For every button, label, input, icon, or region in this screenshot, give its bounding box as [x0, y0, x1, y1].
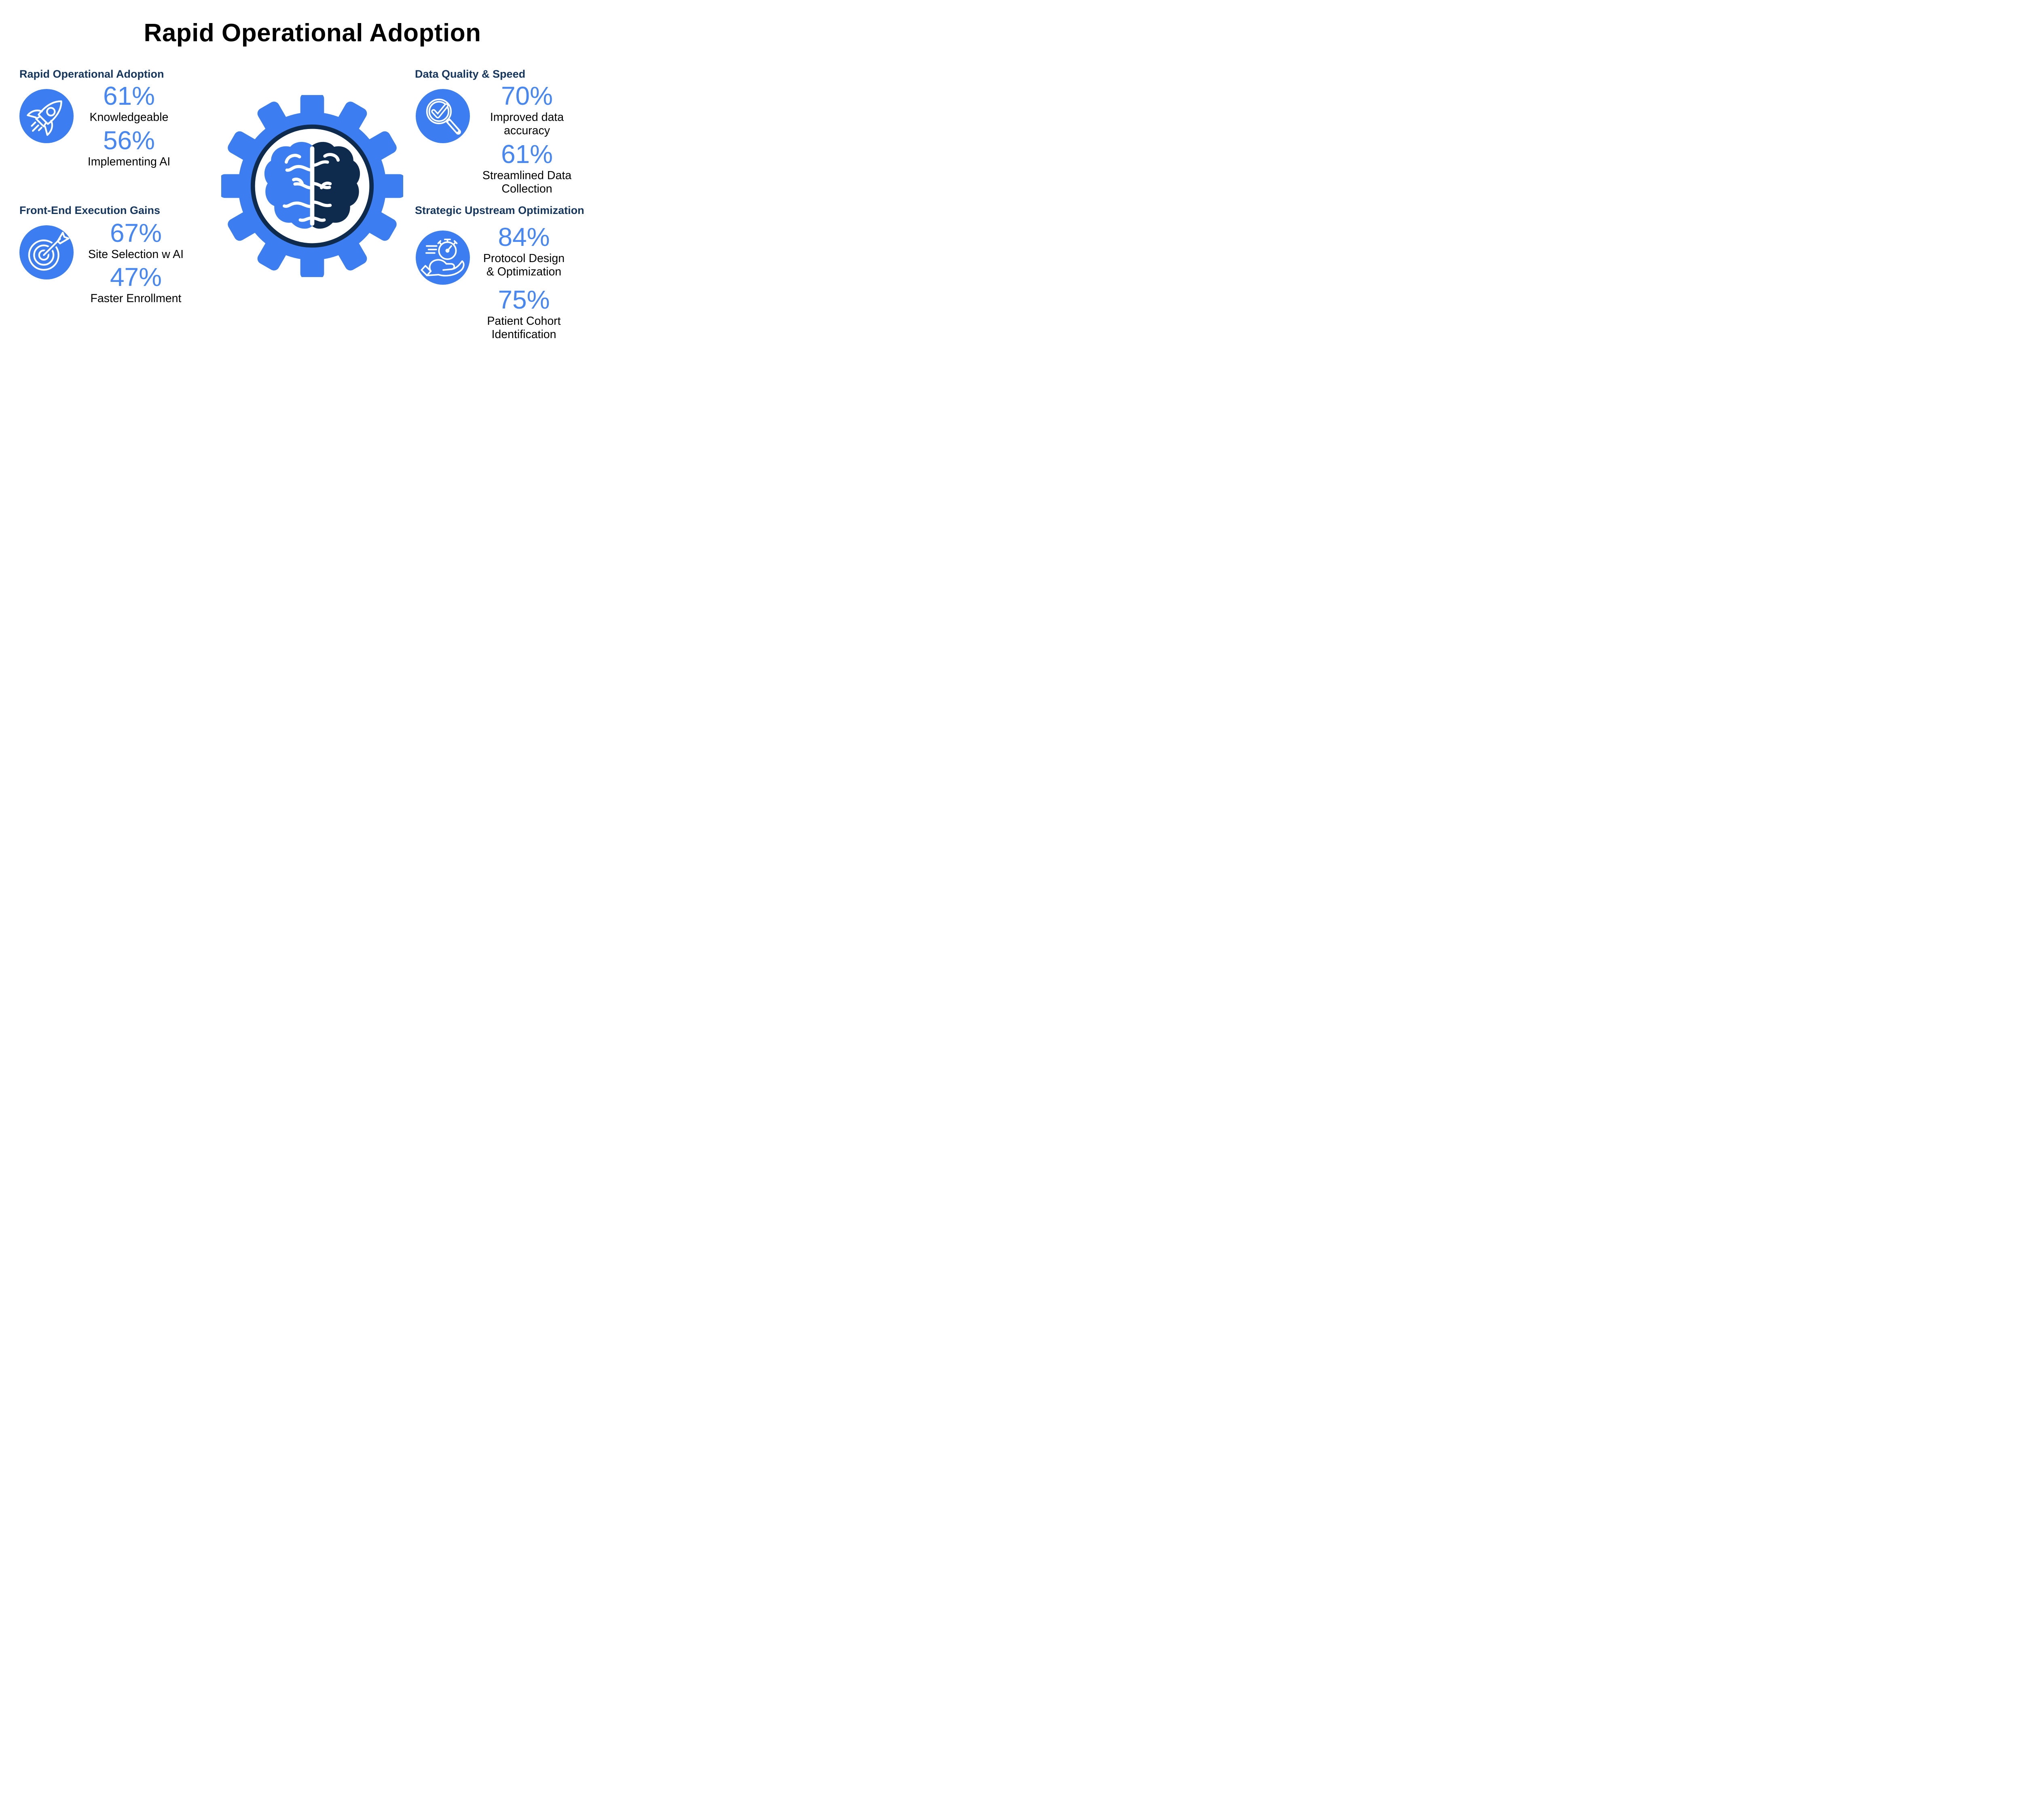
stat-label: Implementing AI: [87, 155, 171, 168]
magnifier-icon-circle: [416, 89, 470, 143]
stat-value: 84%: [498, 222, 550, 252]
stat-site-selection: 67% Site Selection w AI: [79, 220, 192, 261]
quadrant-heading: Rapid Operational Adoption: [19, 68, 164, 80]
stat-improved-data-accuracy: 70% Improved data accuracy: [478, 83, 575, 138]
quadrant-heading: Strategic Upstream Optimization: [415, 204, 584, 216]
stat-label: Faster Enrollment: [90, 292, 182, 305]
stat-patient-cohort: 75% Patient Cohort Identification: [480, 287, 567, 341]
quadrant-heading: Data Quality & Speed: [415, 68, 526, 80]
stat-faster-enrollment: 47% Faster Enrollment: [79, 262, 192, 305]
stat-value: 61%: [103, 81, 155, 110]
stat-value: 61%: [501, 140, 553, 169]
stat-label: Improved data accuracy: [490, 111, 564, 137]
stat-protocol-design: 84% Protocol Design & Optimization: [480, 224, 567, 279]
quadrant-rapid-operational-adoption: Rapid Operational Adoption 61% Knowledge…: [19, 68, 193, 189]
stat-label: Streamlined Data Collection: [482, 169, 572, 195]
stat-knowledgeable: 61% Knowledgeable: [76, 83, 182, 124]
magnifier-check-icon: [426, 98, 461, 135]
stat-label: Patient Cohort Identification: [487, 315, 561, 341]
hand-stopwatch-icon: [421, 239, 465, 277]
rocket-icon: [27, 100, 62, 136]
infographic-canvas: Rapid Operational Adoption Rapid Operati…: [0, 0, 625, 351]
target-arrow-icon: [28, 232, 70, 271]
target-icon-circle: [19, 225, 74, 279]
rocket-icon-circle: [19, 89, 74, 143]
hand-stopwatch-icon-circle: [416, 231, 470, 285]
quadrant-front-end-execution-gains: Front-End Execution Gains 67% Site Selec…: [19, 204, 201, 326]
stat-value: 67%: [110, 218, 162, 248]
stat-streamlined-data-collection: 61% Streamlined Data Collection: [478, 140, 575, 196]
stat-label: Knowledgeable: [89, 111, 169, 124]
stat-label: Protocol Design & Optimization: [483, 252, 565, 278]
quadrant-data-quality-speed: Data Quality & Speed 70% Improved data a…: [415, 68, 609, 201]
quadrant-heading: Front-End Execution Gains: [19, 204, 161, 216]
page-title: Rapid Operational Adoption: [144, 19, 481, 47]
stat-implementing-ai: 56% Implementing AI: [76, 126, 182, 169]
center-graphic: [221, 95, 403, 277]
stat-label: Site Selection w AI: [88, 248, 184, 261]
stat-value: 75%: [498, 285, 550, 314]
gear-brain-icon: [221, 95, 403, 277]
brain-icon: [264, 142, 360, 229]
stat-value: 70%: [501, 81, 553, 110]
quadrant-strategic-upstream-optimization: Strategic Upstream Optimization: [415, 204, 613, 350]
stat-value: 56%: [103, 126, 155, 155]
stat-value: 47%: [110, 262, 162, 292]
